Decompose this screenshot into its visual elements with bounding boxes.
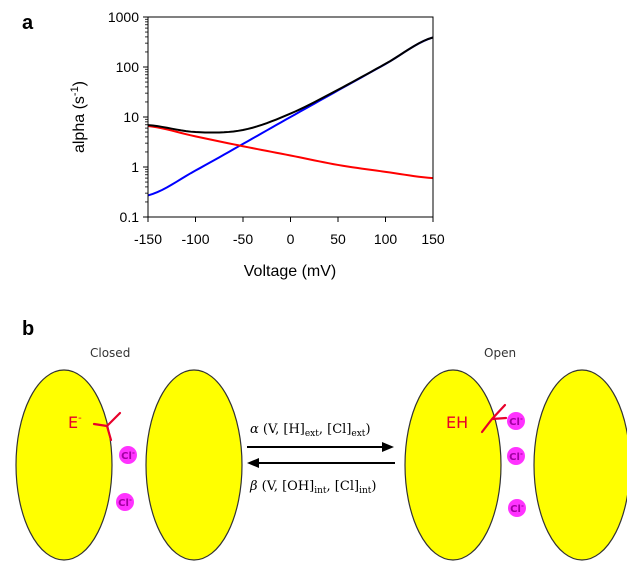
open-group-y-icon [480,403,508,434]
forward-rate-sub-1: ext [305,429,319,439]
chart-a: -150 -100 -50 0 50 100 150 0.1 1 10 100 1000 Volta… [69,9,445,280]
y-tick-label: 0.1 [120,209,140,225]
forward-rate-sub-2: ext [351,429,365,439]
diagram-b: Closed Open E- Cl- Cl- EH Cl- Cl- [15,346,627,561]
closed-ion-2: Cl- [116,493,134,511]
closed-state-label: Closed [90,346,130,360]
closed-ion-2-circle [116,493,134,511]
backward-rate-label: β (V, [OH]int, [Cl]int) [249,479,376,496]
x-tick-label: 150 [421,231,445,247]
closed-ion-1-text: Cl [121,451,132,462]
backward-rate-args-3: ) [371,479,376,494]
open-left-subunit [404,369,502,561]
backward-rate-args-1: (V, [OH] [258,479,315,494]
y-tick-label: 10 [123,109,139,125]
open-ion-1-circle [507,412,525,430]
closed-group-text: E [68,413,78,432]
y-axis-title-end: ) [71,81,88,86]
open-ion-2: Cl- [507,447,525,465]
forward-rate-args-1: (V, [H] [259,422,305,437]
open-ion-2-sup: - [520,450,523,458]
open-ion-3: Cl- [508,499,526,517]
series-line-3 [147,36,434,134]
open-ion-3-text: Cl [510,504,521,515]
closed-group-y-icon [92,411,122,442]
closed-left-subunit [15,369,113,561]
x-axis-ticks: -150 -100 -50 0 50 100 150 [134,217,445,247]
x-tick-label: -100 [181,231,209,247]
backward-arrow-head [247,458,259,468]
open-right-subunit [533,369,627,561]
y-tick-label: 1000 [108,9,139,25]
closed-ion-1-circle [119,446,137,464]
open-group-label: EH [446,413,468,432]
y-axis-title-sup: -1 [69,86,81,96]
x-tick-label: 100 [374,231,398,247]
series-line-2 [147,125,434,180]
closed-ion-2-label: Cl- [118,496,132,509]
open-ion-1: Cl- [507,412,525,430]
x-tick-label: -150 [134,231,162,247]
open-ion-2-circle [507,447,525,465]
x-tick-label: 0 [287,231,295,247]
closed-ion-1-sup: - [132,449,135,457]
forward-arrow-head [382,442,394,452]
closed-ion-2-sup: - [129,496,132,504]
panel-a-letter: a [22,12,34,34]
open-ion-3-circle [508,499,526,517]
forward-rate-args-2: , [Cl] [319,422,352,437]
y-axis-ticks: 0.1 1 10 100 1000 [108,9,148,225]
x-axis-title: Voltage (mV) [244,263,336,280]
y-tick-label: 100 [116,59,140,75]
forward-rate-symbol: α [250,422,259,437]
panel-b-letter: b [22,318,34,340]
closed-ion-1: Cl- [119,446,137,464]
open-ion-3-label: Cl- [510,502,524,515]
backward-rate-args-2: , [Cl] [327,479,360,494]
open-ion-2-label: Cl- [509,450,523,463]
open-ion-2-text: Cl [509,452,520,463]
closed-group-label: E- [68,413,82,432]
x-tick-label: -50 [233,231,253,247]
plot-lines [147,36,434,197]
backward-rate-sub-2: int [359,486,372,496]
open-state-label: Open [484,346,516,360]
open-ion-1-label: Cl- [509,415,523,428]
closed-group-sup: - [78,413,82,424]
forward-rate-args-3: ) [365,422,370,437]
closed-ion-1-label: Cl- [121,449,135,462]
y-axis-title: alpha (s-1) [69,81,88,153]
open-ion-3-sup: - [521,502,524,510]
open-ion-1-text: Cl [509,417,520,428]
closed-right-subunit [145,369,243,561]
backward-rate-symbol: β [249,479,258,494]
y-axis-title-main: alpha (s [71,96,88,153]
y-tick-label: 1 [131,159,139,175]
open-ion-1-sup: - [520,415,523,423]
forward-rate-label: α (V, [H]ext, [Cl]ext) [250,422,371,439]
closed-ion-2-text: Cl [118,498,129,509]
backward-rate-sub-1: int [314,486,327,496]
x-tick-label: 50 [330,231,346,247]
